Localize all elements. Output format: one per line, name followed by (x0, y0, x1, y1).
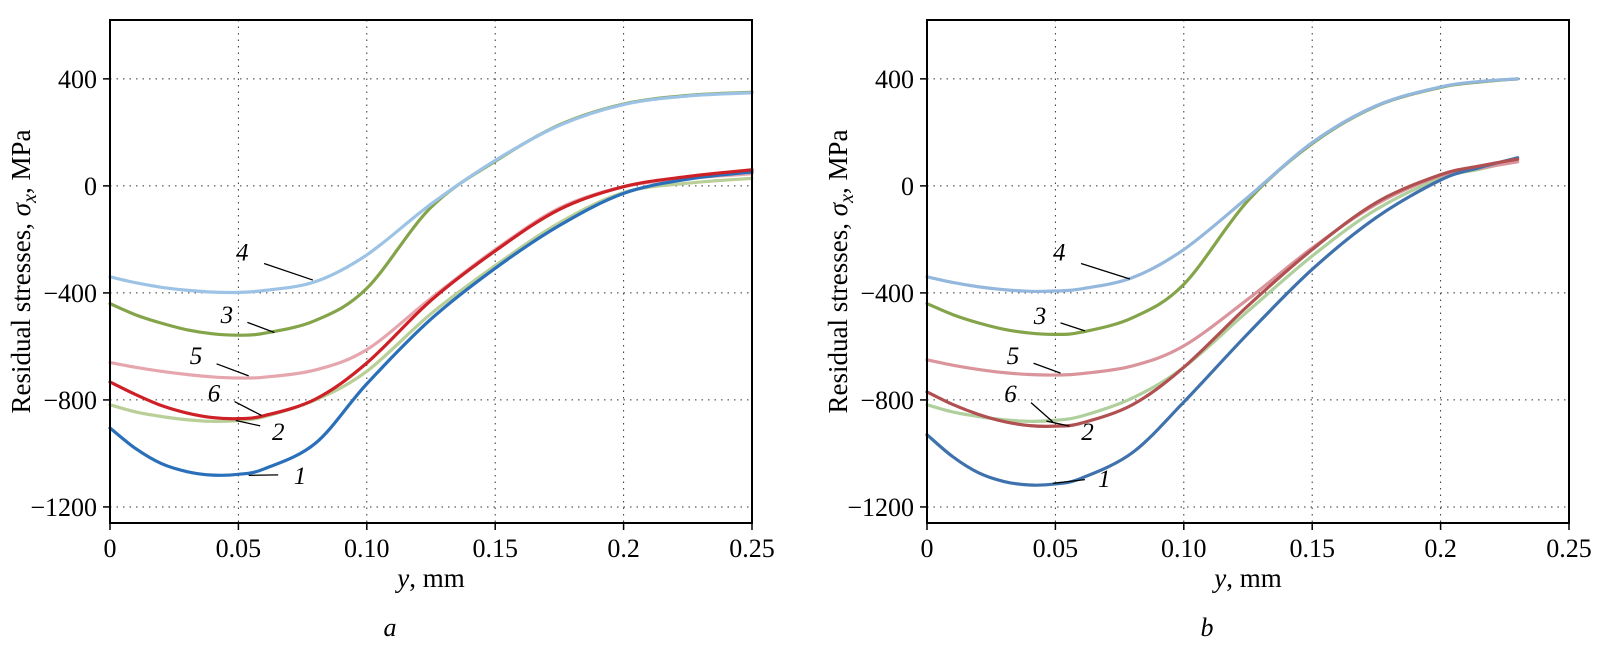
y-tick-label: −800 (43, 386, 97, 415)
curve-6 (108, 168, 754, 421)
curve-1 (925, 156, 1520, 487)
subplot-a: 0 0.05 0.10 0.15 0.2 0.25 −1200 −800 −400 0 400 y, … (0, 6, 780, 643)
curve-label-6: 6 (1004, 381, 1017, 408)
leader-line-3 (1060, 322, 1086, 332)
chart-a: 0 0.05 0.10 0.15 0.2 0.25 −1200 −800 −400 0 400 y, … (0, 6, 780, 611)
curve-1 (108, 170, 754, 477)
leader-line-1 (248, 474, 279, 477)
chart-svg: 0 0.05 0.10 0.15 0.2 0.25 −1200 −800 −400 0 400 y, … (823, 19, 1592, 593)
leader-line-6 (234, 400, 262, 417)
leader-line-4 (1080, 262, 1131, 280)
y-tick-label: −1200 (847, 493, 914, 522)
curve-label-4: 4 (1053, 239, 1066, 266)
leader-line-5 (216, 363, 249, 377)
y-tick-label: −400 (860, 279, 914, 308)
y-tick-label: 0 (901, 172, 914, 201)
curve-label-1: 1 (294, 463, 307, 490)
x-tick-label: 0.2 (1424, 534, 1457, 563)
curve-label-5: 5 (190, 343, 203, 370)
curve-label-2: 2 (272, 419, 285, 446)
leader-line-5 (1033, 362, 1061, 374)
x-tick-label: 0.15 (1289, 534, 1335, 563)
y-tick-label: 400 (58, 65, 97, 94)
chart-b: 0 0.05 0.10 0.15 0.2 0.25 −1200 −800 −400 0 400 y, … (817, 6, 1597, 611)
chart-svg: 0 0.05 0.10 0.15 0.2 0.25 −1200 −800 −400 0 400 y, … (6, 19, 775, 593)
subplot-caption-a: a (384, 613, 397, 643)
leader-line-3 (247, 321, 275, 334)
x-tick-label: 0 (104, 534, 117, 563)
y-axis-label: Residual stresses, σx, MPa (6, 130, 41, 414)
x-tick-label: 0.05 (216, 534, 262, 563)
leader-line-4 (263, 262, 314, 281)
leader-line-2 (235, 419, 261, 427)
x-tick-label: 0.10 (344, 534, 390, 563)
subplot-label-a: a (383, 613, 397, 642)
x-tick-label: 0.05 (1033, 534, 1079, 563)
figure: 0 0.05 0.10 0.15 0.2 0.25 −1200 −800 −400 0 400 y, … (0, 6, 1597, 643)
x-axis-label: y, mm (394, 563, 465, 593)
curve-6 (925, 157, 1520, 428)
x-tick-label: 0.15 (472, 534, 518, 563)
subplot-caption-b: b (1201, 613, 1214, 643)
curve-3 (925, 77, 1520, 336)
x-tick-label: 0.25 (1546, 534, 1592, 563)
y-axis-label: Residual stresses, σx, MPa (823, 130, 858, 414)
x-axis-label: y, mm (1211, 563, 1282, 593)
curve-label-1: 1 (1098, 466, 1111, 493)
subplot-b: 0 0.05 0.10 0.15 0.2 0.25 −1200 −800 −400 0 400 y, … (817, 6, 1597, 643)
x-tick-label: 0.2 (607, 534, 640, 563)
y-tick-label: 0 (84, 172, 97, 201)
curve-label-3: 3 (1033, 303, 1047, 330)
leader-line-1 (1052, 479, 1086, 485)
leader-line-2 (1046, 420, 1070, 427)
curve-label-2: 2 (1081, 419, 1094, 446)
curve-4 (108, 91, 754, 295)
x-tick-label: 0.10 (1161, 534, 1207, 563)
curve-4 (925, 77, 1520, 294)
y-tick-label: −800 (860, 386, 914, 415)
subplot-label-b: b (1200, 613, 1214, 642)
x-tick-label: 0 (921, 534, 934, 563)
leader-line-6 (1030, 402, 1054, 423)
y-tick-label: −400 (43, 279, 97, 308)
y-tick-label: −1200 (30, 493, 97, 522)
plot-frame (926, 19, 1570, 524)
curve-label-5: 5 (1007, 343, 1020, 370)
curve-label-4: 4 (236, 239, 249, 266)
curve-label-3: 3 (220, 302, 234, 329)
x-tick-label: 0.25 (729, 534, 775, 563)
plot-frame (109, 19, 753, 524)
curve-label-6: 6 (208, 380, 221, 407)
y-tick-label: 400 (875, 65, 914, 94)
